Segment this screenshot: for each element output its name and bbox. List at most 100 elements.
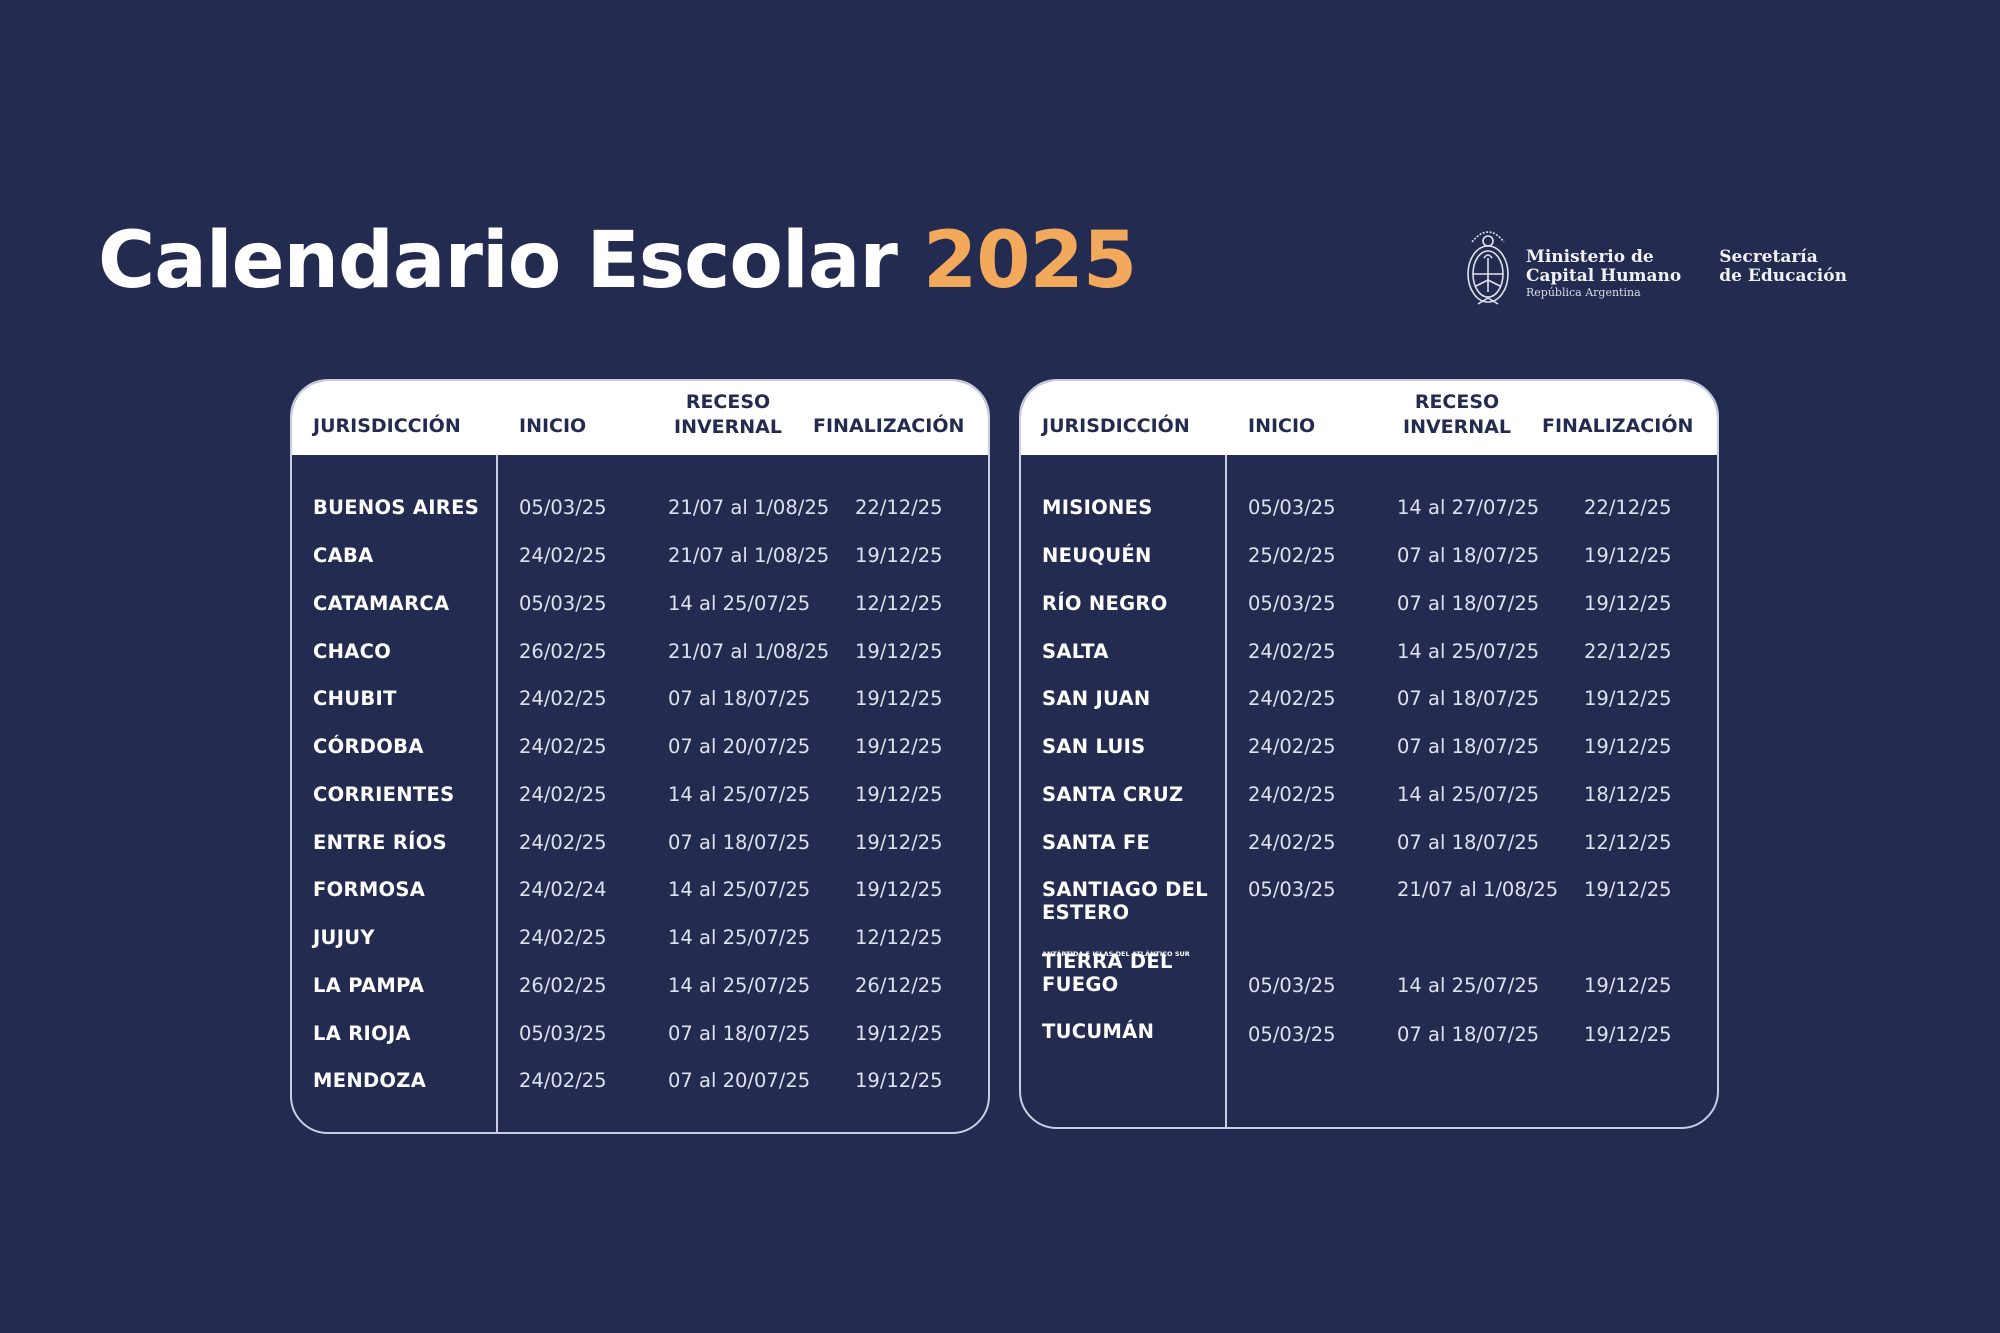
name-note: ANTÁRTIDA E ISLAS DEL ATLÁNTICO SUR [1042, 950, 1190, 958]
receso-range: 07 al 20/07/25 [668, 735, 811, 758]
header-finalizacion: FINALIZACIÓN [1542, 415, 1694, 437]
receso-range: 14 al 25/07/25 [1397, 640, 1540, 663]
inicio-date: 24/02/25 [519, 926, 607, 949]
inicio-date: 24/02/25 [519, 735, 607, 758]
jurisdiccion-name: MISIONES [1042, 496, 1153, 519]
inicio-date: 24/02/25 [519, 783, 607, 806]
jurisdiccion-name: LA RIOJA [313, 1022, 411, 1045]
jurisdiccion-name: CATAMARCA [313, 592, 450, 615]
receso-range: 14 al 25/07/25 [668, 926, 811, 949]
fin-date: 19/12/25 [855, 783, 943, 806]
jurisdiccion-name: CHACO [313, 640, 392, 663]
fin-date: 26/12/25 [855, 974, 943, 997]
fin-date: 22/12/25 [1584, 640, 1672, 663]
fin-date: 19/12/25 [1584, 735, 1672, 758]
receso-range: 14 al 25/07/25 [668, 974, 811, 997]
fin-date: 19/12/25 [855, 544, 943, 567]
receso-range: 07 al 18/07/25 [668, 1022, 811, 1045]
table-row: LA RIOJA 05/03/25 07 al 18/07/25 19/12/25 [292, 1022, 988, 1062]
table-row: JUJUY 24/02/25 14 al 25/07/25 12/12/25 [292, 926, 988, 966]
inicio-date: 05/03/25 [1248, 974, 1336, 997]
table-row: NEUQUÉN 25/02/25 07 al 18/07/25 19/12/25 [1021, 544, 1717, 584]
inicio-date: 24/02/25 [1248, 735, 1336, 758]
inicio-date: 24/02/25 [1248, 687, 1336, 710]
inicio-date: 24/02/25 [1248, 831, 1336, 854]
inicio-date: 05/03/25 [1248, 496, 1336, 519]
jurisdiccion-name: ENTRE RÍOS [313, 831, 447, 854]
inicio-date: 26/02/25 [519, 640, 607, 663]
jurisdiccion-name: SANTIAGO DEL ESTERO [1042, 878, 1208, 924]
inicio-date: 05/03/25 [1248, 1023, 1336, 1046]
jurisdiccion-name: TUCUMÁN [1042, 1020, 1155, 1043]
inicio-date: 24/02/25 [1248, 640, 1336, 663]
header-inicio: INICIO [519, 415, 587, 437]
column-divider [496, 455, 498, 1132]
receso-range: 14 al 25/07/25 [1397, 974, 1540, 997]
jurisdiccion-name: LA PAMPA [313, 974, 425, 997]
table-row: SANTA CRUZ 24/02/25 14 al 25/07/25 18/12/25 [1021, 783, 1717, 823]
inicio-date: 24/02/25 [519, 544, 607, 567]
inicio-date: 26/02/25 [519, 974, 607, 997]
table-row: CHUBIT 24/02/25 07 al 18/07/25 19/12/25 [292, 687, 988, 727]
receso-range: 07 al 18/07/25 [1397, 592, 1540, 615]
header-receso-line2: INVERNAL [674, 416, 782, 438]
fin-date: 19/12/25 [855, 878, 943, 901]
jurisdiccion-name: TIERRA DEL FUEGO ANTÁRTIDA E ISLAS DEL ATL… [1042, 950, 1190, 996]
jurisdiccion-name: CHUBIT [313, 687, 397, 710]
jurisdiccion-name: SANTA FE [1042, 831, 1151, 854]
receso-range: 14 al 25/07/25 [1397, 783, 1540, 806]
name-line2: ESTERO [1042, 901, 1130, 924]
table-row: BUENOS AIRES 05/03/25 21/07 al 1/08/25 22/1… [292, 496, 988, 536]
inicio-date: 05/03/25 [519, 592, 607, 615]
table-row: CÓRDOBA 24/02/25 07 al 20/07/25 19/12/25 [292, 735, 988, 775]
jurisdiccion-name: FORMOSA [313, 878, 426, 901]
receso-range: 14 al 25/07/25 [668, 878, 811, 901]
page-title: Calendario Escolar 2025 [98, 222, 1137, 300]
inicio-date: 24/02/25 [1248, 783, 1336, 806]
fin-date: 12/12/25 [855, 926, 943, 949]
jurisdiccion-name: CÓRDOBA [313, 735, 424, 758]
table-row: SALTA 24/02/25 14 al 25/07/25 22/12/25 [1021, 640, 1717, 680]
receso-range: 07 al 18/07/25 [668, 687, 811, 710]
fin-date: 19/12/25 [1584, 878, 1672, 901]
table-row: LA PAMPA 26/02/25 14 al 25/07/25 26/12/25 [292, 974, 988, 1014]
receso-range: 21/07 al 1/08/25 [1397, 878, 1559, 901]
receso-range: 07 al 18/07/25 [1397, 1023, 1540, 1046]
table-row: MENDOZA 24/02/25 07 al 20/07/25 19/12/25 [292, 1069, 988, 1109]
calendar-table-right: JURISDICCIÓN INICIO RECESO INVERNAL FINAL… [1019, 379, 1719, 1129]
name-line1: TIERRA DEL [1042, 950, 1173, 973]
table-row: CHACO 26/02/25 21/07 al 1/08/25 19/12/25 [292, 640, 988, 680]
header-finalizacion: FINALIZACIÓN [813, 415, 965, 437]
receso-range: 07 al 18/07/25 [1397, 687, 1540, 710]
table-row: SANTA FE 24/02/25 07 al 18/07/25 12/12/25 [1021, 831, 1717, 871]
table-row: TUCUMÁN 05/03/25 07 al 18/07/25 19/12/25 [1021, 1020, 1717, 1060]
jurisdiccion-name: JUJUY [313, 926, 375, 949]
receso-range: 07 al 18/07/25 [1397, 831, 1540, 854]
name-line1: SANTIAGO DEL [1042, 878, 1209, 901]
fin-date: 19/12/25 [1584, 1023, 1672, 1046]
table-row: SAN LUIS 24/02/25 07 al 18/07/25 19/12/25 [1021, 735, 1717, 775]
table-row: RÍO NEGRO 05/03/25 07 al 18/07/25 19/12/25 [1021, 592, 1717, 632]
inicio-date: 25/02/25 [1248, 544, 1336, 567]
argentina-coat-of-arms-icon [1467, 231, 1509, 305]
inicio-date: 05/03/25 [1248, 592, 1336, 615]
receso-range: 14 al 25/07/25 [668, 592, 811, 615]
jurisdiccion-name: SANTA CRUZ [1042, 783, 1184, 806]
table-row: CABA 24/02/25 21/07 al 1/08/25 19/12/25 [292, 544, 988, 584]
table-row: ENTRE RÍOS 24/02/25 07 al 18/07/25 19/12/25 [292, 831, 988, 871]
receso-range: 21/07 al 1/08/25 [668, 496, 830, 519]
header-receso: RECESO INVERNAL [668, 390, 788, 440]
inicio-date: 05/03/25 [519, 496, 607, 519]
header-inicio: INICIO [1248, 415, 1316, 437]
inicio-date: 24/02/25 [519, 831, 607, 854]
ministry-country: República Argentina [1526, 286, 1641, 299]
fin-date: 22/12/25 [855, 496, 943, 519]
table-header: JURISDICCIÓN INICIO RECESO INVERNAL FINAL… [1021, 381, 1717, 455]
table-row: CATAMARCA 05/03/25 14 al 25/07/25 12/12/25 [292, 592, 988, 632]
name-line2: FUEGO [1042, 973, 1119, 996]
receso-range: 14 al 25/07/25 [668, 783, 811, 806]
table-row: TIERRA DEL FUEGO ANTÁRTIDA E ISLAS DEL ATL… [1021, 950, 1717, 1010]
receso-range: 07 al 18/07/25 [1397, 735, 1540, 758]
table-row: SANTIAGO DEL ESTERO 05/03/25 21/07 al 1/08… [1021, 878, 1717, 928]
inicio-date: 05/03/25 [519, 1022, 607, 1045]
